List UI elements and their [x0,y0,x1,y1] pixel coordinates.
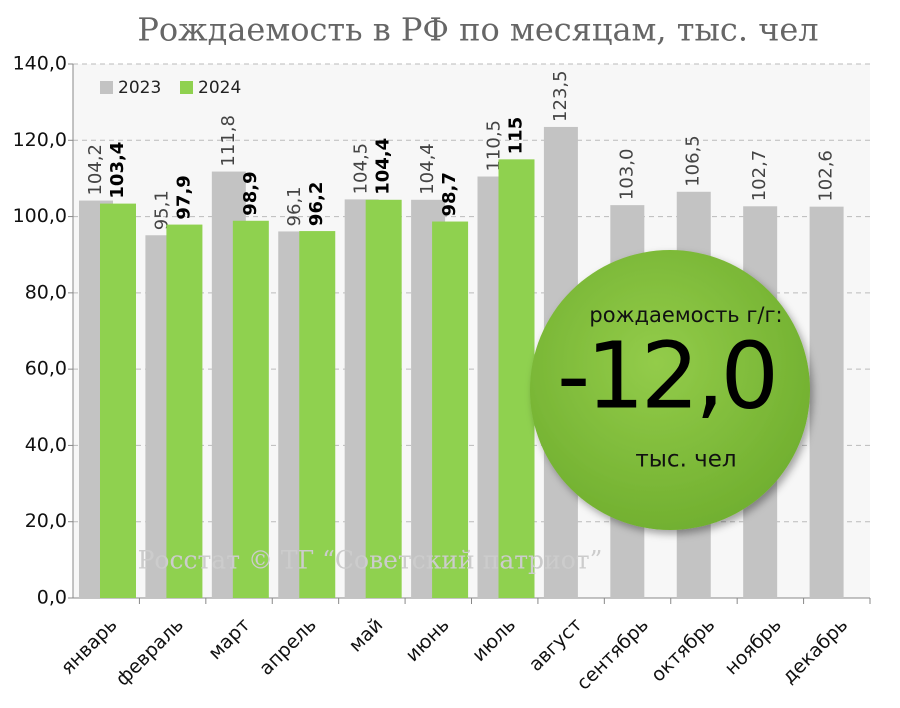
value-label: 102,6 [816,150,837,202]
value-label: 97,9 [173,175,194,219]
bar [498,159,535,598]
value-label: 103,4 [107,142,128,199]
bar [232,220,269,598]
x-tick-label: август [525,614,587,676]
value-label: 103,0 [616,149,637,201]
value-label: 104,4 [373,138,394,195]
x-tick-label: май [345,614,388,657]
bar [100,203,136,599]
y-tick-label: 140,0 [13,53,67,75]
x-tick-label: январь [57,614,122,679]
value-label: 95,1 [151,190,172,230]
x-tick-label: февраль [112,614,189,691]
value-label: 115 [506,117,527,155]
value-label: 98,9 [240,171,261,215]
legend-label: 2023 [118,78,161,98]
y-tick-label: 80,0 [25,281,67,303]
chart-title: Рождаемость в РФ по месяцам, тыс. чел [137,11,818,49]
summary-circle [530,250,810,530]
value-label: 123,5 [550,70,571,122]
value-label: 110,5 [484,120,505,172]
circle-value: -12,0 [557,322,775,429]
bar [166,224,203,598]
y-tick-label: 20,0 [25,510,67,532]
source-watermark: Росстат © ТГ “Советский патриот” [138,546,603,575]
x-tick-label: сентябрь [572,614,653,695]
bar [432,221,469,598]
value-label: 104,2 [85,144,106,196]
value-label: 96,1 [284,186,305,226]
bar [365,199,402,598]
value-label: 98,7 [439,172,460,216]
bar [809,206,844,598]
y-tick-label: 120,0 [13,129,67,151]
value-label: 104,5 [351,143,372,195]
x-tick-label: декабрь [778,614,852,688]
x-tick-label: октябрь [647,614,720,687]
value-label: 96,2 [306,182,327,226]
legend-label: 2024 [198,78,241,98]
y-tick-label: 0,0 [37,587,67,609]
x-tick-label: июнь [401,614,453,666]
circle-caption: рождаемость г/г: [589,303,782,327]
x-tick-label: июль [468,614,520,666]
value-label: 106,5 [683,135,704,187]
circle-unit: тыс. чел [635,447,736,473]
x-tick-label: март [204,614,254,664]
value-label: 102,7 [749,150,770,202]
legend-swatch [180,81,193,94]
x-tick-label: апрель [255,614,321,680]
y-tick-label: 100,0 [13,205,67,227]
value-label: 104,4 [417,143,438,195]
y-tick-label: 40,0 [25,434,67,456]
y-tick-label: 60,0 [25,358,67,380]
legend-swatch [100,81,113,94]
bar [299,231,336,598]
value-label: 111,8 [218,115,239,167]
x-tick-label: ноябрь [720,614,785,679]
